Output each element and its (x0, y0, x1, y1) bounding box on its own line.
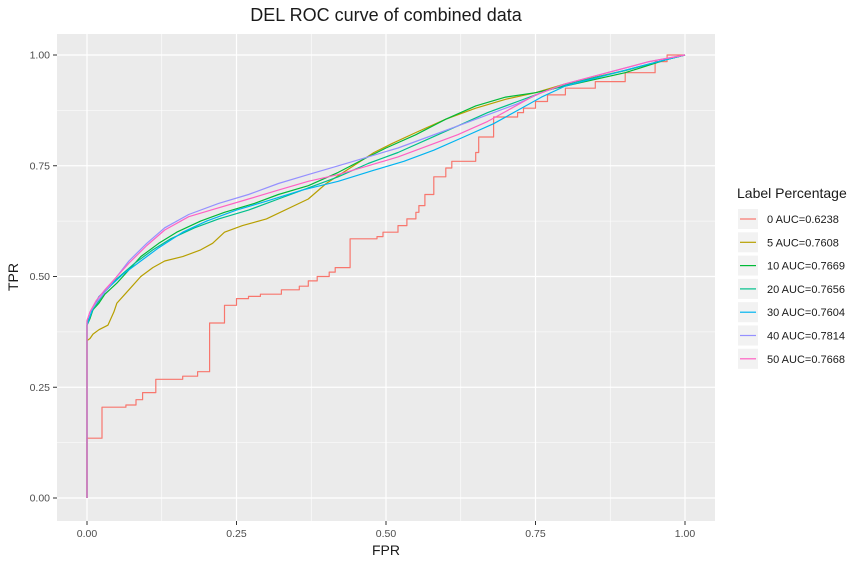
y-axis-ticks: 0.00 0.25 0.50 0.75 1.00 (30, 50, 57, 505)
series-lines (86, 54, 686, 498)
chart-title: DEL ROC curve of combined data (250, 5, 522, 25)
series-line-0 (86, 54, 685, 498)
y-tick-label: 0.25 (30, 382, 51, 394)
legend: Label Percentage 0 AUC=0.6238 5 AUC=0.760… (737, 185, 847, 369)
x-tick-label: 1.00 (675, 528, 696, 540)
x-tick-label: 0.25 (226, 528, 247, 540)
legend-entry-label: 5 AUC=0.7608 (767, 237, 839, 249)
legend-entry-label: 50 AUC=0.7668 (767, 354, 845, 366)
x-axis-ticks: 0.00 0.25 0.50 0.75 1.00 (77, 521, 696, 540)
y-tick-label: 0.00 (30, 493, 51, 505)
grid (57, 34, 715, 521)
y-axis-label: TPR (5, 263, 21, 291)
legend-entry-label: 10 AUC=0.7669 (767, 261, 845, 273)
y-tick-label: 1.00 (30, 50, 51, 62)
legend-entry-label: 0 AUC=0.6238 (767, 214, 839, 226)
legend-entry-label: 20 AUC=0.7656 (767, 284, 845, 296)
x-axis-label: FPR (372, 542, 400, 558)
y-tick-label: 0.50 (30, 271, 51, 283)
legend-title: Label Percentage (737, 185, 847, 201)
y-tick-label: 0.75 (30, 160, 51, 172)
x-tick-label: 0.75 (525, 528, 546, 540)
series-line-6 (86, 54, 686, 498)
legend-entry-label: 30 AUC=0.7604 (767, 307, 845, 319)
x-tick-label: 0.50 (376, 528, 397, 540)
legend-entry-label: 40 AUC=0.7814 (767, 331, 845, 343)
series-line-1 (86, 54, 686, 498)
x-tick-label: 0.00 (77, 528, 98, 540)
series-line-2 (86, 54, 686, 498)
